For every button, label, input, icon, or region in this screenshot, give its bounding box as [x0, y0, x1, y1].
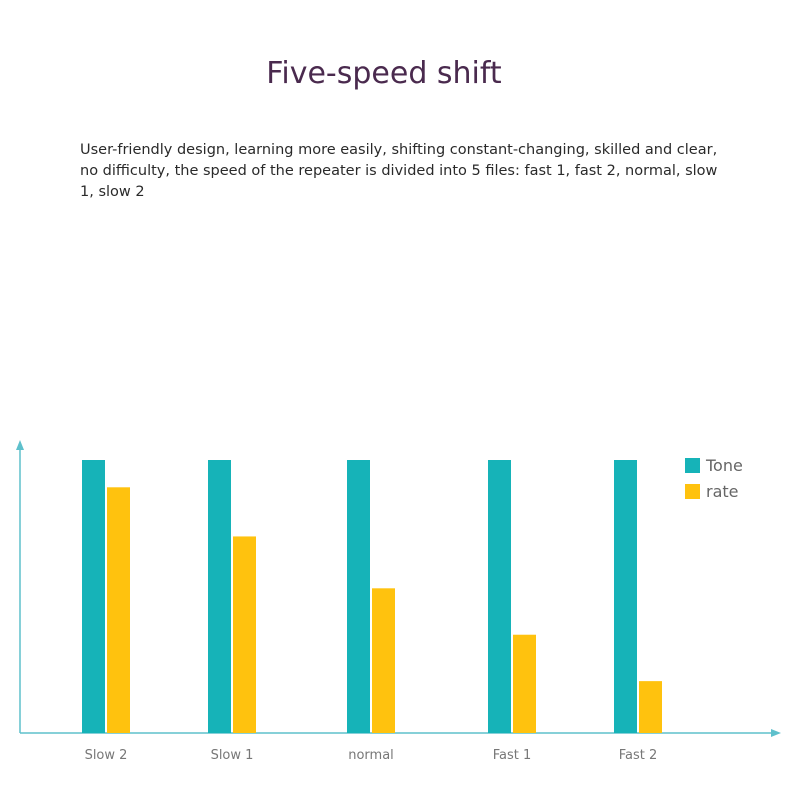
- legend-label: Tone: [705, 456, 743, 475]
- legend-label: rate: [706, 482, 739, 501]
- x-tick-label: Slow 1: [211, 748, 254, 763]
- page-title: Five-speed shift: [266, 56, 502, 91]
- legend-swatch: [685, 484, 700, 499]
- chart-bars: [82, 460, 662, 733]
- bar-rate-slow-1: [233, 536, 256, 733]
- x-axis-arrow: [771, 729, 781, 737]
- x-tick-label: Fast 2: [619, 748, 658, 763]
- description-text: User-friendly design, learning more easi…: [80, 142, 718, 200]
- bar-tone-slow-1: [208, 460, 231, 733]
- legend-swatch: [685, 458, 700, 473]
- chart-legend: Tone rate: [685, 456, 743, 501]
- chart-axes: [16, 440, 781, 737]
- x-tick-labels: Slow 2 Slow 1 normal Fast 1 Fast 2: [85, 748, 658, 763]
- bar-rate-slow-2: [107, 487, 130, 733]
- bar-tone-fast-2: [614, 460, 637, 733]
- bar-rate-fast-2: [639, 681, 662, 733]
- bar-rate-normal: [372, 588, 395, 733]
- y-axis-arrow: [16, 440, 24, 450]
- x-tick-label: Fast 1: [493, 748, 532, 763]
- bar-tone-fast-1: [488, 460, 511, 733]
- bar-rate-fast-1: [513, 634, 536, 733]
- x-tick-label: Slow 2: [85, 748, 128, 763]
- bar-tone-normal: [347, 460, 370, 733]
- x-tick-label: normal: [348, 748, 394, 763]
- bar-tone-slow-2: [82, 460, 105, 733]
